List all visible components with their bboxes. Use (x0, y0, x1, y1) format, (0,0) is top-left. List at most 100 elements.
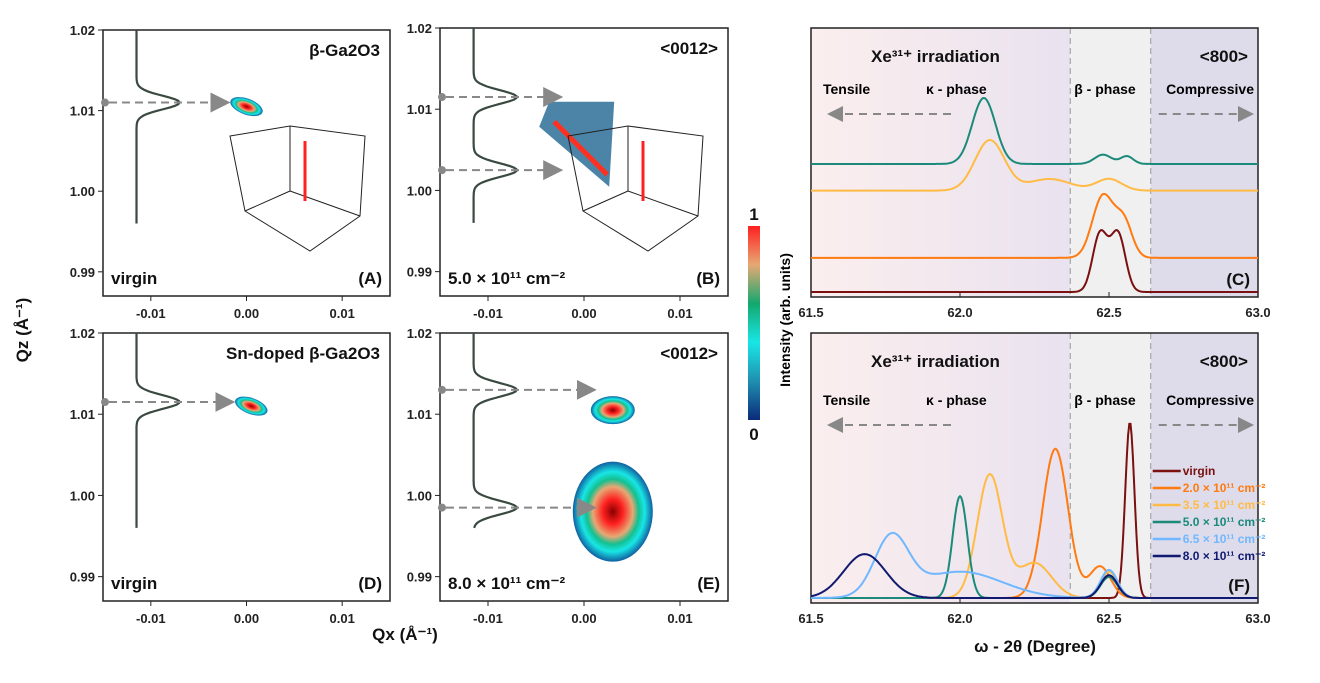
inset-3d-box (567, 125, 704, 252)
annotation-tensile: Tensile (823, 392, 870, 408)
xrd-panel-F: 61.5 62.0 62.5 63.0 Xe³¹⁺ irradiation <800> Te… (798, 332, 1271, 626)
x-tick-label: 0.00 (234, 306, 259, 321)
annotation-compressive: Compressive (1166, 81, 1254, 97)
y-tick-label: 1.00 (407, 183, 432, 198)
annotation-kappa: κ - phase (926, 81, 987, 97)
x-tick-label: 0.01 (667, 306, 692, 321)
colorbar-max: 1 (749, 205, 758, 224)
x-tick-label: 0.01 (667, 611, 692, 626)
x-tick-label: 62.5 (1096, 611, 1121, 626)
rsm-spot (235, 396, 268, 416)
legend-entry: 5.0 × 10¹¹ cm⁻² (1183, 515, 1266, 529)
rsm-spot (230, 97, 263, 117)
xrd-panel-C: 61.5 62.0 62.5 63.0 Xe³¹⁺ irradiation <800> Te… (798, 27, 1271, 320)
panel-letter: (C) (1226, 270, 1250, 289)
x-tick-label: 0.01 (330, 306, 355, 321)
y-tick-label: 1.02 (407, 21, 432, 36)
panel-title: Sn-doped β-Ga2O3 (226, 344, 380, 363)
y-tick-label: 0.99 (70, 265, 95, 280)
y-tick-label: 1.01 (70, 104, 95, 119)
x-tick-label: 61.5 (798, 611, 823, 626)
corner-label: virgin (111, 574, 157, 593)
panel-letter: (D) (358, 574, 382, 593)
colorbar (748, 226, 760, 420)
series-line (810, 553, 1258, 599)
x-tick-label: -0.01 (136, 611, 166, 626)
colorbar-min: 0 (749, 425, 758, 444)
y-tick-label: 0.99 (407, 265, 432, 280)
series-line (811, 192, 1258, 259)
legend-entry: 3.5 × 10¹¹ cm⁻² (1183, 498, 1266, 512)
panel-letter: (A) (358, 269, 382, 288)
annotation-beta: β - phase (1074, 81, 1136, 97)
x-tick-label: 62.5 (1096, 305, 1121, 320)
y-tick-label: 1.02 (407, 326, 432, 341)
x-tick-label: 63.0 (1245, 611, 1270, 626)
corner-label: 8.0 × 10¹¹ cm⁻² (448, 574, 566, 593)
panel-letter: (F) (1228, 576, 1250, 595)
series-line (811, 229, 1258, 293)
x-tick-label: 0.01 (330, 611, 355, 626)
panel-title: β-Ga2O3 (309, 41, 380, 60)
x-tick-label: -0.01 (473, 611, 503, 626)
panel-title: Xe³¹⁺ irradiation (871, 47, 1000, 66)
x-tick-label: -0.01 (473, 306, 503, 321)
panel-title: <0012> (660, 344, 718, 363)
tensile-region (811, 28, 1071, 297)
rsm-spot-bottom (572, 461, 653, 562)
x-tick-label: 0.00 (571, 306, 596, 321)
x-tick-label: 0.00 (571, 611, 596, 626)
x-tick-label: 63.0 (1245, 305, 1270, 320)
y-tick-label: 0.99 (70, 570, 95, 585)
legend-entry: 8.0 × 10¹¹ cm⁻² (1183, 549, 1266, 563)
annotation-beta: β - phase (1074, 392, 1136, 408)
annotation-kappa: κ - phase (926, 392, 987, 408)
xrd-x-axis-label: ω - 2θ (Degree) (974, 637, 1096, 656)
legend-entry: virgin (1183, 464, 1216, 478)
panel-title: <0012> (660, 39, 718, 58)
y-tick-label: 0.99 (407, 570, 432, 585)
panel-letter: (E) (697, 574, 720, 593)
plot-frame (102, 332, 391, 602)
corner-label: 5.0 × 10¹¹ cm⁻² (448, 269, 566, 288)
reflection-label: <800> (1200, 352, 1248, 371)
rsm-spot-top (590, 396, 635, 425)
plot-frame (102, 29, 391, 297)
y-tick-label: 1.01 (407, 102, 432, 117)
y-tick-label: 1.02 (70, 23, 95, 38)
y-tick-label: 1.00 (407, 488, 432, 503)
plot-frame (810, 332, 1259, 604)
x-tick-label: 62.0 (947, 611, 972, 626)
plot-frame (810, 27, 1259, 298)
y-tick-label: 1.01 (407, 407, 432, 422)
series-line (811, 96, 1258, 165)
x-tick-label: 62.0 (947, 305, 972, 320)
y-tick-label: 1.01 (70, 407, 95, 422)
panel-title: Xe³¹⁺ irradiation (871, 352, 1000, 371)
panel-letter: (B) (696, 269, 720, 288)
x-tick-label: -0.01 (136, 306, 166, 321)
plot-frame (439, 332, 729, 602)
qx-axis-label: Qx (Å⁻¹) (372, 625, 438, 644)
qz-profile-curve (472, 333, 519, 529)
annotation-compressive: Compressive (1166, 392, 1254, 408)
compressive-region (1150, 28, 1258, 297)
rsm-panel-E: 0.99 1.00 1.01 1.02 -0.01 0.00 0.01 <0012> 8.0 ×… (407, 326, 729, 626)
qz-profile-curve (135, 30, 181, 224)
rsm-panel-B: 0.99 1.00 1.01 1.02 -0.01 0.00 0.01 <0012> 5.0 ×… (407, 21, 729, 321)
corner-label: virgin (111, 269, 157, 288)
rsm-panel-D: 0.99 1.00 1.01 1.02 -0.01 0.00 0.01 Sn-doped β-… (70, 326, 391, 626)
qz-axis-label: Qz (Å⁻¹) (13, 298, 32, 363)
series-line (811, 138, 1258, 192)
x-tick-label: 0.00 (234, 611, 259, 626)
legend-entry: 6.5 × 10¹¹ cm⁻² (1183, 532, 1266, 546)
y-tick-label: 1.02 (70, 326, 95, 341)
annotation-tensile: Tensile (823, 81, 870, 97)
qz-profile-curve (472, 28, 518, 223)
compressive-region (1150, 333, 1258, 603)
intensity-axis-label: Intensity (arb. units) (777, 253, 793, 387)
reflection-label: <800> (1200, 47, 1248, 66)
rsm-panel-A: 0.99 1.00 1.01 1.02 -0.01 0.00 0.01 β-Ga2O3 virg… (70, 23, 391, 321)
qz-profile-curve (135, 333, 181, 528)
